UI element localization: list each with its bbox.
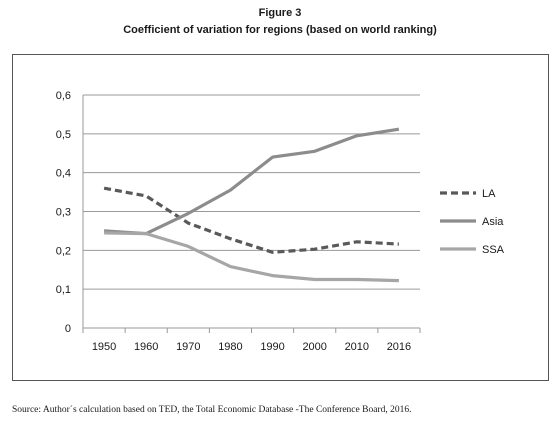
x-tick-label: 1990 (260, 341, 284, 353)
x-tick-label: 2016 (387, 341, 411, 353)
source-note: Source: Author´s calculation based on TE… (12, 405, 412, 415)
legend-label-la: LA (482, 188, 496, 200)
chart-title: Coefficient of variation for regions (ba… (123, 24, 437, 36)
legend-label-asia: Asia (482, 216, 504, 228)
x-tick-label: 2000 (302, 341, 326, 353)
y-tick-label: 0,1 (56, 284, 71, 296)
series-line-asia (103, 127, 400, 236)
chart-frame (12, 54, 549, 381)
series-line-ssa (104, 231, 399, 283)
y-tick-label: 0,6 (56, 90, 71, 102)
x-tick-label: 1950 (92, 341, 116, 353)
y-tick-label: 0,5 (56, 129, 71, 141)
y-tick-label: 0,4 (56, 168, 71, 180)
y-tick-label: 0 (65, 323, 71, 335)
x-tick-label: 1960 (134, 341, 158, 353)
x-tick-label: 2010 (345, 341, 369, 353)
legend-label-ssa: SSA (482, 244, 505, 256)
y-tick-label: 0,3 (56, 207, 71, 219)
figure-label: Figure 3 (258, 7, 302, 19)
y-tick-label: 0,2 (56, 245, 71, 257)
x-tick-label: 1970 (176, 341, 200, 353)
series-line-la (103, 186, 399, 254)
x-tick-label: 1980 (218, 341, 242, 353)
